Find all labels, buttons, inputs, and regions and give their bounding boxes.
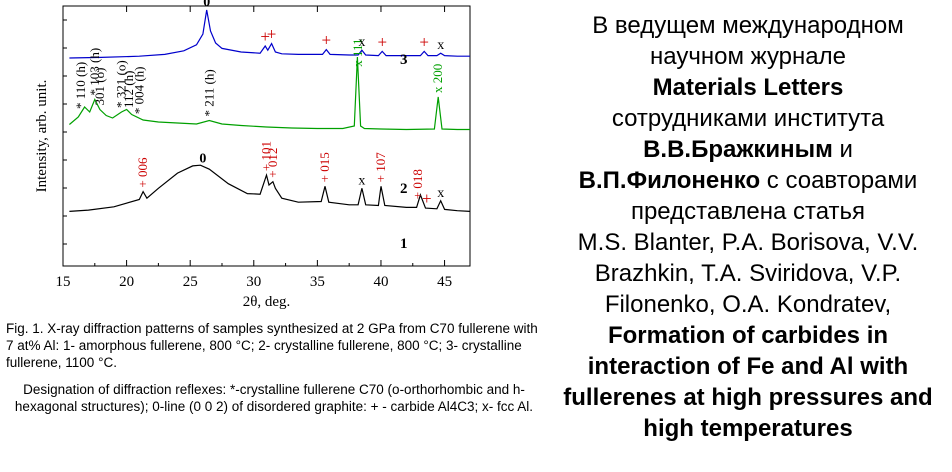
peak-annotation: + (422, 189, 432, 208)
peak-annotation: + (419, 32, 429, 51)
peak-annotation: + (260, 27, 270, 46)
peak-annotation: x (358, 173, 365, 188)
series-line-1 (69, 164, 471, 212)
announcement-institute: сотрудниками института (611, 105, 885, 132)
paper-title: Formation of carbides in interaction of … (563, 322, 933, 442)
y-axis-label: Intensity, arb. unit. (34, 80, 50, 193)
peak-annotation: x 111 (350, 39, 365, 67)
journal-name: Materials Letters (652, 74, 844, 101)
peak-annotation: * 321 (o) (114, 60, 129, 108)
announcement-authors-ru-2: В.П.Филоненко с соавторами представлена … (552, 165, 944, 227)
peak-annotation: + 107 (373, 152, 388, 183)
peak-annotation: * 110 (h) (73, 62, 88, 109)
peak-annotation: + (377, 32, 387, 51)
announcement-panel: В ведущем международном научном журнале … (552, 10, 944, 444)
peak-annotation: * 004 (h) (131, 66, 146, 114)
peak-annotation: x (437, 186, 444, 201)
paper-authors: M.S. Blanter, P.A. Borisova, V.V. Brazhk… (577, 229, 919, 318)
announcement-coauthors: с соавторами представлена статья (630, 167, 918, 225)
conjunction-and: и (839, 136, 853, 163)
x-tick-label: 20 (119, 274, 134, 290)
peak-annotation: + 101 (259, 141, 274, 171)
x-tick-label: 25 (183, 274, 198, 290)
curve-label-3: 3 (400, 52, 408, 68)
announcement-intro: В ведущем международном научном журнале (592, 12, 904, 70)
peak-annotation: + (321, 31, 331, 50)
peak-annotation: 112 (h) (121, 71, 136, 108)
announcement-authors-ru: В.В.Бражкиным и (552, 134, 944, 165)
peak-annotation: + 006 (135, 157, 150, 188)
peak-annotation: x (437, 38, 444, 53)
x-axis-label: 2θ, deg. (243, 294, 291, 310)
peak-annotation: + 015 (317, 152, 332, 182)
curve-label-2: 2 (400, 181, 408, 197)
peak-annotation: 301 (o) (92, 68, 107, 106)
xrd-figure: 15 20 25 30 35 40 45 2θ, deg. Intensity, arb. un… (0, 0, 548, 310)
x-tick-label: 45 (437, 274, 452, 290)
caption-designation-text: Designation of diffraction reflexes: *-c… (14, 382, 534, 414)
series-line-3 (69, 9, 470, 59)
peak-annotation: + 012 (265, 148, 280, 178)
plot-frame (62, 5, 471, 267)
peak-annotation: 0 (203, 0, 210, 10)
caption-figure-text: Fig. 1. X-ray diffraction patterns of sa… (6, 321, 538, 370)
peak-annotation: * 211 (h) (201, 69, 216, 116)
peak-annotation: x (358, 35, 365, 50)
x-tick-label: 30 (246, 274, 261, 290)
peak-annotation: * 103 (h) (87, 48, 102, 96)
curve-label-1: 1 (400, 236, 408, 252)
peak-annotation: + (267, 25, 277, 44)
x-tick-label: 15 (56, 274, 71, 290)
x-tick-label: 40 (373, 274, 388, 290)
x-tick-label: 35 (310, 274, 325, 290)
figure-caption: Fig. 1. X-ray diffraction patterns of sa… (6, 320, 542, 425)
peak-annotation: 0 (199, 151, 206, 166)
author-brazhkin: В.В.Бражкиным (643, 136, 833, 163)
peak-annotation: x 200 (430, 64, 445, 93)
series-line-2 (69, 56, 470, 131)
peak-annotation: + 018 (410, 169, 425, 199)
author-filonenko: В.П.Филоненко (578, 167, 761, 194)
